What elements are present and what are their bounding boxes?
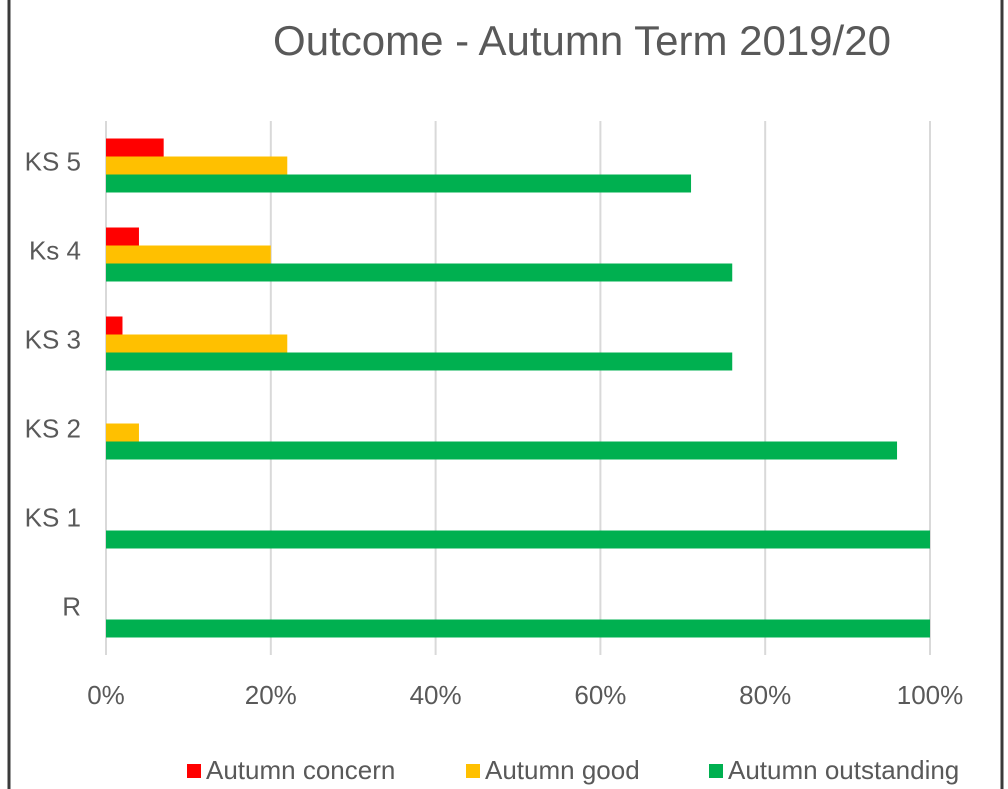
x-tick-label: 100% <box>897 680 964 710</box>
bar <box>106 227 139 246</box>
x-tick-label: 40% <box>410 680 462 710</box>
bar <box>106 530 930 549</box>
chart-frame <box>7 0 1004 789</box>
bar <box>106 156 288 175</box>
x-tick-label: 80% <box>739 680 791 710</box>
bar <box>106 138 164 157</box>
legend-swatch <box>709 764 723 778</box>
bar <box>106 423 139 442</box>
bar <box>106 263 733 282</box>
bar <box>106 441 898 460</box>
legend-swatch <box>187 764 201 778</box>
y-tick-label: KS 5 <box>25 146 81 176</box>
chart-title: Outcome - Autumn Term 2019/20 <box>273 17 891 64</box>
y-tick-label: R <box>62 591 81 621</box>
legend-label: Autumn concern <box>206 755 395 785</box>
bar <box>106 334 288 353</box>
bar <box>106 316 123 335</box>
bar <box>106 619 930 638</box>
y-tick-label: Ks 4 <box>29 235 81 265</box>
bar <box>106 174 692 193</box>
x-tick-label: 0% <box>87 680 125 710</box>
y-tick-label: KS 2 <box>25 413 81 443</box>
legend-label: Autumn outstanding <box>728 755 959 785</box>
y-tick-label: KS 3 <box>25 324 81 354</box>
bar <box>106 245 271 264</box>
legend-label: Autumn good <box>485 755 640 785</box>
bar <box>106 352 733 371</box>
y-tick-label: KS 1 <box>25 502 81 532</box>
x-tick-label: 20% <box>245 680 297 710</box>
legend-swatch <box>466 764 480 778</box>
x-tick-label: 60% <box>574 680 626 710</box>
